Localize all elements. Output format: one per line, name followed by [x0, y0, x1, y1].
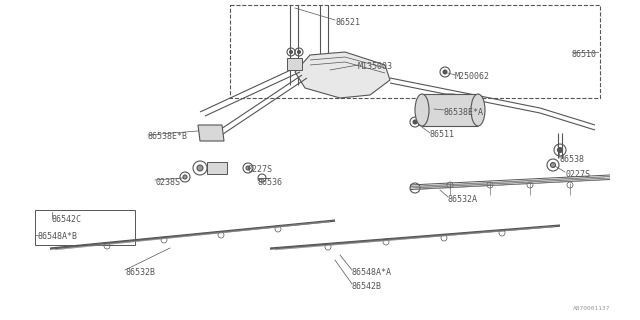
- Text: 86542B: 86542B: [352, 282, 382, 291]
- Polygon shape: [198, 125, 224, 141]
- Circle shape: [557, 148, 563, 153]
- Text: 86521: 86521: [335, 18, 360, 27]
- Circle shape: [413, 120, 417, 124]
- Bar: [207, 162, 227, 174]
- Bar: [230, 5, 600, 98]
- Circle shape: [298, 51, 301, 53]
- Circle shape: [443, 70, 447, 74]
- Circle shape: [197, 165, 203, 171]
- Text: 0238S: 0238S: [155, 178, 180, 187]
- Circle shape: [289, 51, 292, 53]
- Text: 86532B: 86532B: [125, 268, 155, 277]
- Text: 86538: 86538: [560, 155, 585, 164]
- Text: 86532A: 86532A: [448, 195, 478, 204]
- Ellipse shape: [471, 94, 485, 126]
- Circle shape: [183, 175, 187, 179]
- Circle shape: [246, 166, 250, 170]
- Text: 86538E*A: 86538E*A: [444, 108, 484, 117]
- Text: A870001137: A870001137: [573, 306, 611, 311]
- Text: 86510: 86510: [572, 50, 597, 59]
- Bar: [35, 210, 135, 245]
- Text: 0227S: 0227S: [565, 170, 590, 179]
- Circle shape: [207, 131, 212, 135]
- Text: 86548A*B: 86548A*B: [38, 232, 78, 241]
- Circle shape: [430, 106, 434, 110]
- Text: 86536: 86536: [258, 178, 283, 187]
- Polygon shape: [295, 52, 390, 98]
- Text: 86511: 86511: [430, 130, 455, 139]
- Ellipse shape: [415, 94, 429, 126]
- Bar: [422, 94, 478, 126]
- Bar: [287, 58, 302, 70]
- Text: 86542C: 86542C: [52, 215, 82, 224]
- Text: M135003: M135003: [358, 62, 393, 71]
- Text: 0227S: 0227S: [248, 165, 273, 174]
- Text: 86548A*A: 86548A*A: [352, 268, 392, 277]
- Circle shape: [550, 163, 556, 167]
- Ellipse shape: [422, 94, 477, 126]
- Text: M250062: M250062: [455, 72, 490, 81]
- Text: 86538E*B: 86538E*B: [148, 132, 188, 141]
